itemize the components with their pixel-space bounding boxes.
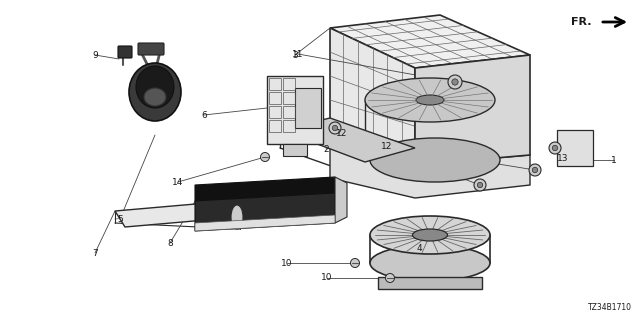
Polygon shape — [378, 277, 482, 289]
Circle shape — [474, 179, 486, 191]
Polygon shape — [195, 215, 335, 231]
Text: 11: 11 — [292, 50, 304, 59]
Ellipse shape — [413, 229, 447, 241]
Text: 14: 14 — [172, 178, 184, 187]
Text: 1: 1 — [611, 156, 617, 164]
Polygon shape — [415, 55, 530, 165]
Circle shape — [452, 79, 458, 85]
Polygon shape — [330, 148, 530, 198]
Text: TZ34B1710: TZ34B1710 — [588, 303, 632, 313]
Text: 3: 3 — [292, 51, 298, 60]
Polygon shape — [115, 201, 240, 227]
Polygon shape — [195, 177, 335, 201]
Text: 10: 10 — [321, 274, 333, 283]
Text: 8: 8 — [167, 238, 173, 247]
Text: 12: 12 — [336, 129, 348, 138]
FancyBboxPatch shape — [118, 46, 132, 58]
Text: FR.: FR. — [570, 17, 591, 27]
Text: 9: 9 — [92, 51, 98, 60]
FancyBboxPatch shape — [138, 43, 164, 55]
Ellipse shape — [370, 138, 500, 182]
FancyBboxPatch shape — [283, 144, 307, 156]
Circle shape — [329, 122, 341, 134]
Ellipse shape — [365, 78, 495, 122]
Ellipse shape — [129, 63, 181, 121]
FancyBboxPatch shape — [267, 76, 323, 144]
Ellipse shape — [231, 205, 243, 229]
Circle shape — [385, 274, 394, 283]
Polygon shape — [335, 177, 347, 223]
Polygon shape — [330, 28, 415, 165]
Text: 4: 4 — [416, 244, 422, 252]
Circle shape — [448, 75, 462, 89]
FancyBboxPatch shape — [295, 88, 321, 128]
Circle shape — [477, 182, 483, 188]
Ellipse shape — [370, 216, 490, 254]
Circle shape — [549, 142, 561, 154]
Ellipse shape — [136, 66, 174, 108]
Circle shape — [532, 167, 538, 173]
Ellipse shape — [144, 88, 166, 106]
Circle shape — [260, 153, 269, 162]
Polygon shape — [280, 118, 415, 162]
Circle shape — [332, 125, 338, 131]
Text: 6: 6 — [201, 110, 207, 119]
Text: 5: 5 — [117, 214, 123, 223]
Ellipse shape — [416, 95, 444, 105]
Text: 2: 2 — [323, 145, 329, 154]
Polygon shape — [330, 15, 530, 68]
Text: 7: 7 — [92, 249, 98, 258]
Text: 12: 12 — [381, 141, 393, 150]
Circle shape — [351, 259, 360, 268]
FancyBboxPatch shape — [557, 130, 593, 166]
Circle shape — [529, 164, 541, 176]
Text: 13: 13 — [557, 154, 569, 163]
Polygon shape — [195, 193, 335, 231]
Circle shape — [552, 145, 557, 151]
Text: 10: 10 — [281, 259, 292, 268]
Ellipse shape — [370, 245, 490, 281]
